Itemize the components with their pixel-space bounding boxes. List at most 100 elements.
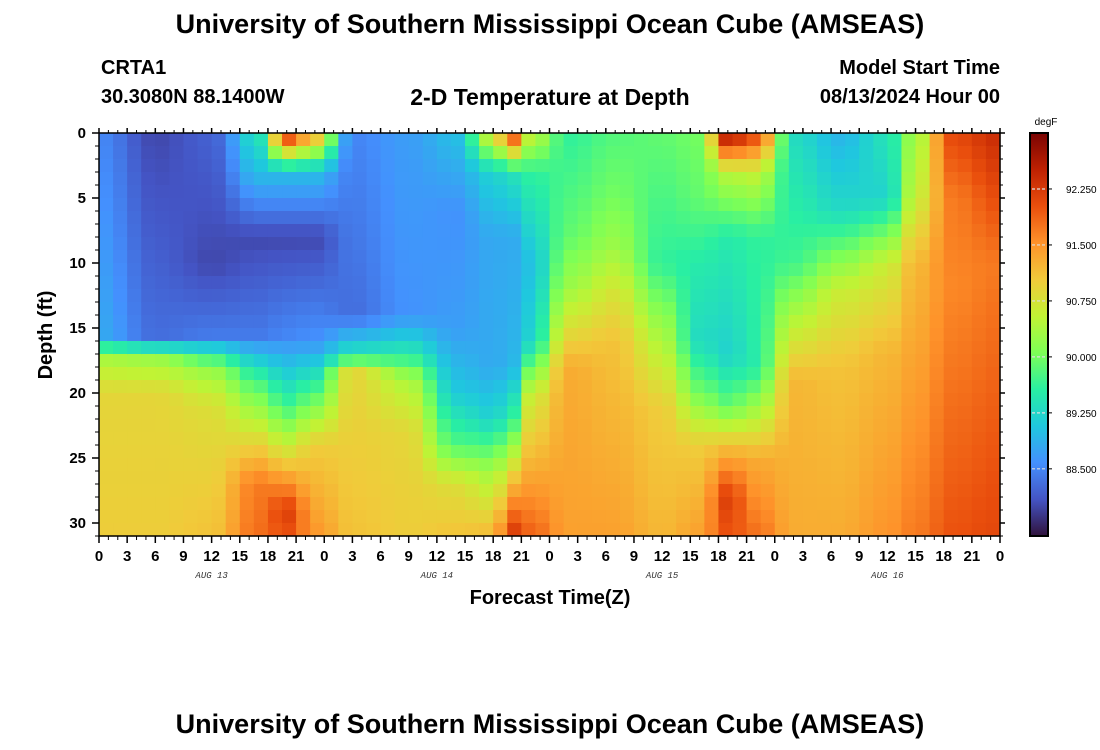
heatmap-cell (929, 380, 945, 394)
heatmap-cell (225, 276, 241, 290)
heatmap-cell (450, 406, 466, 420)
heatmap-cell (380, 289, 396, 303)
heatmap-cell (662, 445, 677, 459)
heatmap-cell (197, 419, 213, 433)
heatmap-cell (957, 445, 973, 459)
heatmap-cell (662, 354, 677, 368)
heatmap-cell (915, 237, 931, 251)
heatmap-cell (577, 328, 593, 342)
heatmap-cell (493, 211, 508, 225)
heatmap-cell (408, 406, 424, 420)
heatmap-cell (971, 133, 987, 147)
heatmap-cell (901, 250, 917, 264)
heatmap-cell (450, 211, 466, 225)
heatmap-cell (169, 185, 185, 199)
heatmap-cell (296, 263, 311, 277)
heatmap-cell (380, 159, 396, 173)
heatmap-cell (479, 458, 494, 472)
heatmap-cell (225, 445, 241, 459)
heatmap-cell (662, 172, 677, 186)
heatmap-cell (338, 146, 354, 160)
heatmap-cell (155, 432, 170, 446)
heatmap-cell (507, 393, 522, 407)
heatmap-cell (943, 250, 959, 264)
heatmap-cell (985, 354, 1001, 368)
heatmap-cell (563, 406, 579, 420)
heatmap-cell (183, 198, 199, 212)
heatmap-cell (507, 354, 522, 368)
heatmap-cell (507, 419, 522, 433)
heatmap-cell (718, 341, 734, 355)
heatmap-cell (211, 250, 227, 264)
heatmap-cell (267, 172, 283, 186)
heatmap-cell (465, 523, 480, 537)
heatmap-cell (465, 315, 480, 329)
heatmap-cell (211, 432, 227, 446)
heatmap-cell (141, 263, 156, 277)
heatmap-cell (859, 159, 874, 173)
heatmap-cell (563, 159, 579, 173)
heatmap-cell (648, 484, 663, 498)
heatmap-cell (113, 523, 128, 537)
heatmap-cell (253, 146, 269, 160)
heatmap-cell (718, 289, 734, 303)
heatmap-cell (169, 380, 185, 394)
main-title: University of Southern Mississippi Ocean… (175, 9, 925, 39)
heatmap-cell (873, 523, 888, 537)
heatmap-cell (971, 159, 987, 173)
heatmap-cell (211, 276, 227, 290)
heatmap-cell (324, 471, 339, 485)
heatmap-cell (380, 497, 396, 511)
heatmap-cell (859, 146, 874, 160)
heatmap-cell (901, 432, 917, 446)
x-tick-label: 21 (288, 548, 305, 565)
heatmap-cell (732, 276, 748, 290)
heatmap-cell (493, 471, 508, 485)
heatmap-cell (802, 458, 818, 472)
heatmap-cell (479, 198, 494, 212)
heatmap-cell (535, 406, 551, 420)
heatmap-cell (408, 315, 424, 329)
x-tick-label: 18 (260, 548, 277, 565)
heatmap-cell (436, 315, 452, 329)
heatmap-cell (155, 510, 170, 524)
heatmap-cell (563, 484, 579, 498)
heatmap-cell (366, 328, 382, 342)
heatmap-cell (873, 484, 888, 498)
heatmap-cell (408, 211, 424, 225)
heatmap-cell (211, 419, 227, 433)
heatmap-cell (324, 250, 339, 264)
heatmap-cell (676, 419, 691, 433)
heatmap-cell (718, 198, 734, 212)
heatmap-cell (521, 497, 537, 511)
heatmap-cell (436, 445, 452, 459)
heatmap-cell (774, 198, 790, 212)
heatmap-cell (380, 224, 396, 238)
heatmap-cell (296, 458, 311, 472)
heatmap-cell (282, 458, 297, 472)
heatmap-cell (338, 393, 354, 407)
heatmap-cell (676, 146, 691, 160)
heatmap-cell (971, 146, 987, 160)
heatmap-cell (169, 432, 185, 446)
heatmap-cell (127, 146, 142, 160)
heatmap-cell (253, 237, 269, 251)
heatmap-cell (183, 237, 199, 251)
heatmap-cell (155, 289, 170, 303)
heatmap-cell (690, 211, 705, 225)
heatmap-cell (788, 237, 804, 251)
heatmap-cell (859, 458, 874, 472)
heatmap-cell (253, 367, 269, 381)
heatmap-cell (915, 211, 931, 225)
heatmap-cell (845, 393, 860, 407)
heatmap-cell (394, 146, 410, 160)
heatmap-cell (676, 237, 691, 251)
heatmap-cell (422, 445, 438, 459)
heatmap-cell (577, 445, 593, 459)
heatmap-cell (239, 406, 255, 420)
heatmap-cell (225, 315, 241, 329)
heatmap-cell (985, 263, 1001, 277)
heatmap-cell (465, 159, 480, 173)
heatmap-cell (436, 224, 452, 238)
heatmap-cell (887, 471, 903, 485)
